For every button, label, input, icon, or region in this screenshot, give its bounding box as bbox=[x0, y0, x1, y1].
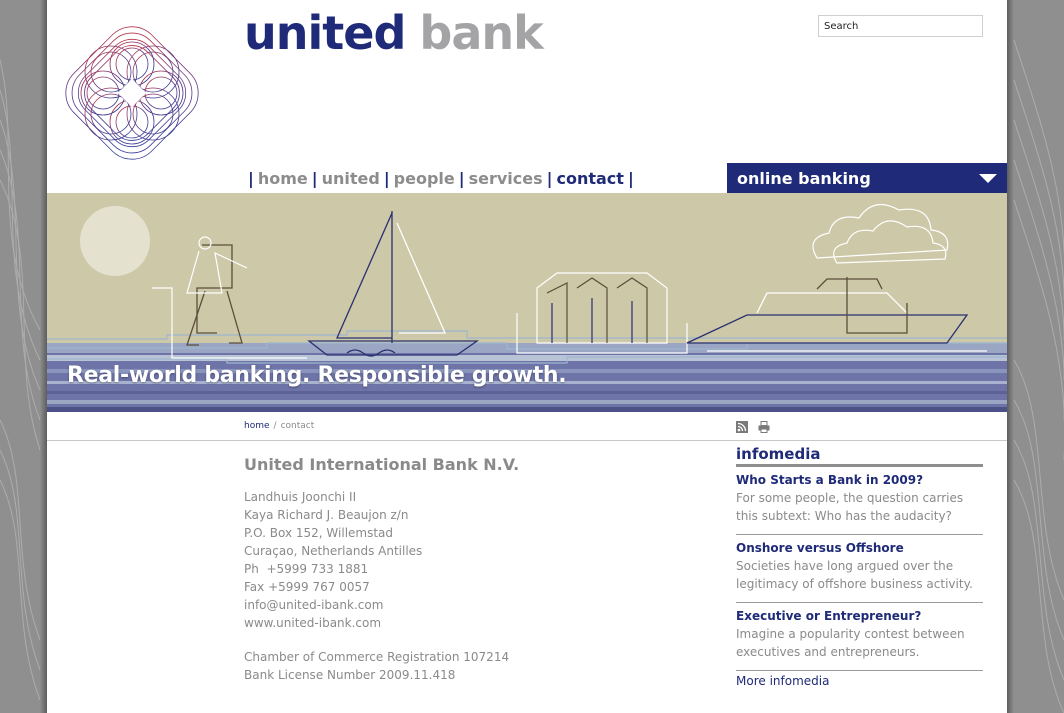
content-divider bbox=[47, 440, 1007, 441]
nav-separator: | bbox=[546, 168, 553, 188]
search-input[interactable] bbox=[818, 15, 983, 37]
address-line: Kaya Richard J. Beaujon z/n bbox=[244, 508, 409, 522]
nav-separator: | bbox=[311, 168, 318, 188]
article-summary: For some people, the question carries th… bbox=[736, 491, 964, 523]
registration-line: Bank License Number 2009.11.418 bbox=[244, 668, 456, 682]
online-banking-label: online banking bbox=[737, 168, 871, 188]
registration-line: Chamber of Commerce Registration 107214 bbox=[244, 650, 510, 664]
breadcrumb-current: contact bbox=[280, 421, 315, 431]
breadcrumb: home / contact bbox=[244, 421, 314, 431]
utility-icons bbox=[736, 418, 770, 433]
fax-number: Fax +5999 767 0057 bbox=[244, 580, 370, 594]
article-title-link[interactable]: Who Starts a Bank in 2009? bbox=[736, 473, 924, 487]
banner-illustration bbox=[47, 193, 1007, 412]
infomedia-sidebar: infomedia Who Starts a Bank in 2009? For… bbox=[736, 444, 983, 690]
more-infomedia-link[interactable]: More infomedia bbox=[736, 674, 830, 688]
banner-tagline: Real-world banking. Responsible growth. bbox=[67, 363, 567, 388]
nav-item-home[interactable]: home bbox=[257, 168, 308, 188]
triangle-down-icon bbox=[979, 173, 997, 183]
online-banking-dropdown[interactable]: online banking bbox=[727, 163, 1007, 193]
infomedia-article: Onshore versus Offshore Societies have l… bbox=[736, 535, 983, 603]
page-shadow-right bbox=[1007, 0, 1014, 713]
nav-separator: | bbox=[627, 168, 634, 188]
nav-item-services[interactable]: services bbox=[468, 168, 543, 188]
address-block: Landhuis Joonchi II Kaya Richard J. Beau… bbox=[244, 488, 422, 632]
nav-separator: | bbox=[383, 168, 390, 188]
website-link[interactable]: www.united-ibank.com bbox=[244, 616, 382, 630]
page-shadow-left bbox=[40, 0, 47, 713]
infomedia-article: Who Starts a Bank in 2009? For some peop… bbox=[736, 467, 983, 535]
brand-wordmark[interactable]: united bank bbox=[244, 6, 544, 60]
print-icon[interactable] bbox=[758, 418, 770, 433]
email-link[interactable]: info@united-ibank.com bbox=[244, 598, 384, 612]
nav-item-united[interactable]: united bbox=[321, 168, 380, 188]
nav-item-contact[interactable]: contact bbox=[556, 168, 624, 188]
address-line: Curaçao, Netherlands Antilles bbox=[244, 544, 423, 558]
address-line: Landhuis Joonchi II bbox=[244, 490, 357, 504]
brand-name-part1: united bbox=[244, 6, 406, 60]
infomedia-article: Executive or Entrepreneur? Imagine a pop… bbox=[736, 603, 983, 671]
phone-number: Ph +5999 733 1881 bbox=[244, 562, 369, 576]
registration-block: Chamber of Commerce Registration 107214 … bbox=[244, 648, 509, 684]
main-nav: | home | united | people | services | co… bbox=[244, 167, 638, 189]
hero-banner: Real-world banking. Responsible growth. bbox=[47, 193, 1007, 412]
nav-separator: | bbox=[458, 168, 465, 188]
infomedia-title: infomedia bbox=[736, 445, 821, 463]
breadcrumb-separator: / bbox=[273, 421, 277, 431]
brand-name-part2: bank bbox=[419, 6, 543, 60]
nav-separator: | bbox=[248, 168, 254, 188]
infomedia-rule bbox=[736, 464, 983, 467]
breadcrumb-home-link[interactable]: home bbox=[244, 421, 270, 431]
guilloche-diamond-logo[interactable] bbox=[63, 24, 201, 162]
article-title-link[interactable]: Executive or Entrepreneur? bbox=[736, 609, 922, 623]
article-summary: Societies have long argued over the legi… bbox=[736, 559, 973, 591]
article-title-link[interactable]: Onshore versus Offshore bbox=[736, 541, 904, 555]
address-line: P.O. Box 152, Willemstad bbox=[244, 526, 394, 540]
nav-item-people[interactable]: people bbox=[393, 168, 455, 188]
company-name-heading: United International Bank N.V. bbox=[244, 455, 520, 474]
rss-icon[interactable] bbox=[736, 418, 748, 433]
article-summary: Imagine a popularity contest between exe… bbox=[736, 627, 965, 659]
